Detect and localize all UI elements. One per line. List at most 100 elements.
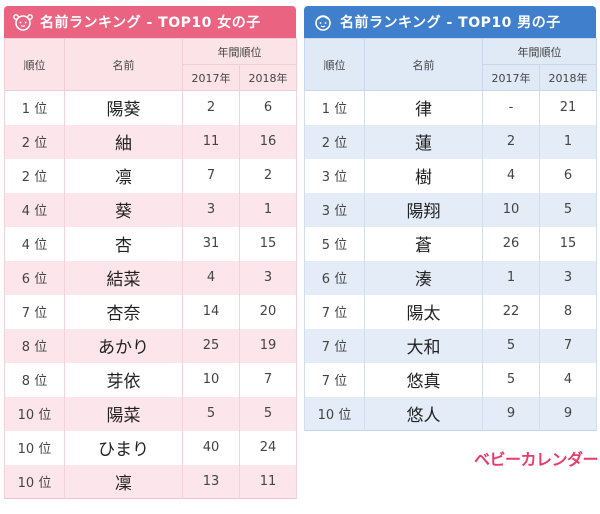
- table-row: 6 位結菜 4 3: [4, 260, 297, 295]
- boy-panel-header: 名前ランキング - TOP10 男の子: [304, 6, 596, 38]
- rank-cell: 2 位: [304, 124, 365, 159]
- annual-rank-header: 年間順位: [482, 38, 597, 65]
- table-row: 3 位陽翔 10 5: [304, 192, 597, 227]
- rank-2018-cell: 19: [239, 328, 297, 363]
- table-row: 1 位律 -21: [304, 90, 597, 125]
- rank-cell: 4 位: [4, 192, 65, 227]
- rank-cell: 6 位: [304, 260, 365, 295]
- name-cell: 結菜: [64, 260, 183, 295]
- name-cell: 悠真: [364, 362, 483, 397]
- rank-2018-cell: 4: [539, 362, 597, 397]
- year-2017-header: 2017年: [182, 64, 240, 91]
- table-row: 10 位凜 13 11: [4, 464, 297, 499]
- girl-panel-title: 名前ランキング - TOP10 女の子: [40, 15, 261, 31]
- rank-cell: 10 位: [4, 396, 65, 431]
- rank-2018-cell: 1: [539, 124, 597, 159]
- rank-2017-cell: 14: [182, 294, 240, 329]
- boy-face-icon: [312, 12, 334, 32]
- rank-2018-cell: 20: [239, 294, 297, 329]
- rank-2017-cell: 4: [182, 260, 240, 295]
- rank-cell: 10 位: [4, 430, 65, 465]
- rank-2018-cell: 6: [239, 90, 297, 125]
- table-row: 8 位あかり 25 19: [4, 328, 297, 363]
- name-cell: 凜: [64, 464, 183, 499]
- name-cell: 芽依: [64, 362, 183, 397]
- table-row: 7 位陽太 22 8: [304, 294, 597, 329]
- rank-2018-cell: 5: [239, 396, 297, 431]
- rank-2018-cell: 3: [239, 260, 297, 295]
- rank-cell: 10 位: [304, 396, 365, 431]
- rank-cell: 4 位: [4, 226, 65, 261]
- rank-cell: 1 位: [304, 90, 365, 125]
- rank-2017-cell: 9: [482, 396, 540, 431]
- table-row: 7 位大和 5 7: [304, 328, 597, 363]
- name-cell: 悠人: [364, 396, 483, 431]
- rank-2018-cell: 7: [239, 362, 297, 397]
- rank-2018-cell: 9: [539, 396, 597, 431]
- rank-2018-cell: 7: [539, 328, 597, 363]
- girl-ranking-table: 順位 名前 年間順位 2017年 2018年 1 位陽葵 2 6 2 位紬 11 16 2 …: [4, 38, 297, 499]
- rank-cell: 7 位: [304, 294, 365, 329]
- rank-2017-cell: 5: [182, 396, 240, 431]
- rank-2018-cell: 8: [539, 294, 597, 329]
- table-row: 2 位紬 11 16: [4, 124, 297, 159]
- year-2018-header: 2018年: [539, 64, 597, 91]
- name-cell: 蓮: [364, 124, 483, 159]
- boy-ranking-panel: 名前ランキング - TOP10 男の子 順位 名前 年間順位 2017年 201…: [304, 6, 597, 431]
- name-cell: ひまり: [64, 430, 183, 465]
- rank-2017-cell: 10: [182, 362, 240, 397]
- name-header: 名前: [64, 38, 183, 91]
- rank-cell: 7 位: [4, 294, 65, 329]
- rank-2017-cell: 7: [182, 158, 240, 193]
- table-row: 7 位悠真 5 4: [304, 362, 597, 397]
- rank-2017-cell: 5: [482, 328, 540, 363]
- table-row: 1 位陽葵 2 6: [4, 90, 297, 125]
- year-2018-header: 2018年: [239, 64, 297, 91]
- name-cell: 樹: [364, 158, 483, 193]
- rank-cell: 2 位: [4, 124, 65, 159]
- rank-2018-cell: 15: [239, 226, 297, 261]
- rank-2017-cell: 2: [182, 90, 240, 125]
- rank-2017-cell: 11: [182, 124, 240, 159]
- name-cell: 陽菜: [64, 396, 183, 431]
- rank-2017-cell: 4: [482, 158, 540, 193]
- rank-header: 順位: [304, 38, 365, 91]
- girl-face-icon: [12, 12, 34, 32]
- name-cell: 杏: [64, 226, 183, 261]
- name-cell: あかり: [64, 328, 183, 363]
- table-row: 10 位陽菜 5 5: [4, 396, 297, 431]
- year-2017-header: 2017年: [482, 64, 540, 91]
- rank-2017-cell: 40: [182, 430, 240, 465]
- name-cell: 大和: [364, 328, 483, 363]
- table-row: 10 位悠人 9 9: [304, 396, 597, 431]
- rank-2017-cell: 25: [182, 328, 240, 363]
- rank-2017-cell: 3: [182, 192, 240, 227]
- rank-2017-cell: 1: [482, 260, 540, 295]
- rank-2018-cell: 3: [539, 260, 597, 295]
- rank-2017-cell: -: [482, 90, 540, 125]
- rank-cell: 7 位: [304, 362, 365, 397]
- rank-cell: 10 位: [4, 464, 65, 499]
- name-cell: 律: [364, 90, 483, 125]
- name-cell: 陽翔: [364, 192, 483, 227]
- rank-cell: 1 位: [4, 90, 65, 125]
- table-row: 5 位蒼 26 15: [304, 226, 597, 261]
- table-row: 10 位ひまり 40 24: [4, 430, 297, 465]
- rank-2018-cell: 16: [239, 124, 297, 159]
- rank-cell: 3 位: [304, 158, 365, 193]
- rank-cell: 7 位: [304, 328, 365, 363]
- rank-2017-cell: 26: [482, 226, 540, 261]
- rank-header: 順位: [4, 38, 65, 91]
- rank-2017-cell: 5: [482, 362, 540, 397]
- girl-ranking-panel: 名前ランキング - TOP10 女の子 順位 名前 年間順位 2017年 201…: [4, 6, 297, 499]
- table-row: 4 位杏 31 15: [4, 226, 297, 261]
- girl-panel-header: 名前ランキング - TOP10 女の子: [4, 6, 296, 38]
- brand-logo: ベビーカレンダー: [474, 450, 599, 469]
- rank-2018-cell: 5: [539, 192, 597, 227]
- rank-2018-cell: 11: [239, 464, 297, 499]
- rank-2018-cell: 15: [539, 226, 597, 261]
